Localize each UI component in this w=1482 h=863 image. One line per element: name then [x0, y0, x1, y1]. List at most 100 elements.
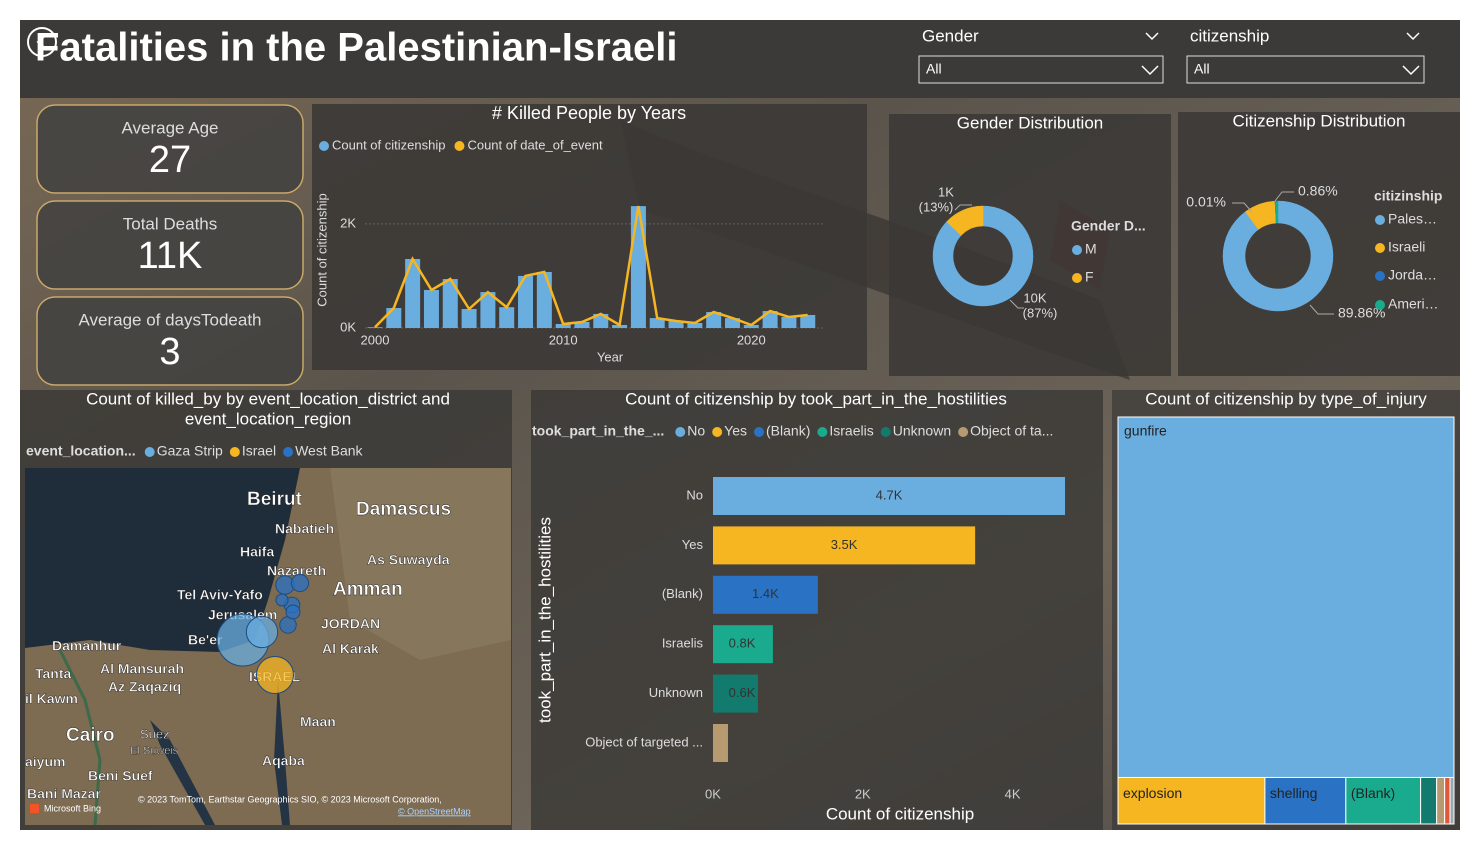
legend-marker: [1375, 215, 1385, 225]
y-axis-title: Count of citizenship: [314, 193, 329, 306]
x-tick-label: 0K: [705, 786, 721, 801]
map-place: El Suweis: [130, 745, 179, 757]
bar: [713, 477, 1066, 515]
donut-slice: [946, 205, 984, 236]
legend-marker: [1375, 243, 1385, 253]
leader-line: [1232, 202, 1253, 213]
count-label: 1K: [938, 184, 954, 199]
leader-line: [954, 204, 972, 211]
legend-marker: [817, 427, 828, 437]
bar: [713, 724, 728, 762]
back-button[interactable]: [27, 27, 57, 57]
legend-marker: [675, 427, 686, 437]
legend-label: Gaza Strip: [157, 443, 223, 459]
x-tick-label: 2020: [737, 332, 766, 347]
map-place: Beni Suef: [88, 768, 153, 784]
map-river: [58, 649, 102, 826]
map-attribution: © OpenStreetMap: [398, 806, 471, 816]
map-attribution: © 2023 TomTom, Earthstar Geographics SIO…: [138, 794, 442, 804]
filter-value: All: [1194, 61, 1210, 77]
map-place: Cairo: [66, 725, 115, 746]
legend-title: event_location...: [26, 443, 136, 459]
chevron: [1406, 32, 1420, 41]
treemap-tile: [1436, 776, 1446, 825]
bar: [518, 275, 534, 328]
map-place: Bani Mazar: [27, 786, 101, 802]
filter-label: Gender: [922, 26, 979, 45]
data-label: 0.8K: [729, 636, 756, 651]
filter-label: citizenship: [1190, 26, 1269, 45]
tile-label: shelling: [1270, 785, 1317, 801]
data-label: (87%): [1023, 305, 1058, 320]
bar: [536, 272, 552, 328]
data-label: 0.86%: [1298, 183, 1338, 199]
tile-label: (Blank): [1351, 785, 1395, 801]
legend-label: Count of citizenship: [332, 137, 445, 152]
legend-marker: [880, 427, 891, 437]
bar: [499, 307, 515, 328]
treemap-tile: [1264, 776, 1347, 825]
x-axis-title: Count of citizenship: [826, 804, 974, 823]
map-sea: [25, 468, 300, 652]
y-tick-label: Object of targeted ...: [585, 734, 703, 749]
chart-title: Citizenship Distribution: [1233, 111, 1406, 130]
x-tick-label: 2000: [361, 332, 390, 347]
page-title: Fatalities in the Palestinian-Israeli: [35, 26, 677, 70]
back-arrow: [36, 34, 47, 50]
filter-dropdown[interactable]: [918, 55, 1164, 84]
kpi-label: Average of daysTodeath: [78, 310, 261, 329]
legend-label: M: [1085, 241, 1097, 257]
count-label: 10K: [1023, 290, 1046, 305]
map-place: Damascus: [356, 499, 451, 520]
legend-label: Unknown: [893, 423, 951, 439]
treemap-tile: [1444, 776, 1451, 825]
tile-label: explosion: [1123, 785, 1182, 801]
kpi-value: 27: [149, 139, 191, 181]
line: [374, 205, 808, 329]
treemap-tile: [1449, 776, 1455, 825]
map-place: Be'er: [188, 632, 223, 648]
map-place: Amman: [333, 579, 403, 600]
filter-dropdown[interactable]: [1186, 55, 1425, 84]
bar: [630, 206, 646, 328]
legend-label: No: [687, 423, 705, 439]
chart-title: Count of citizenship by type_of_injury: [1145, 389, 1427, 408]
chevron: [1145, 32, 1159, 41]
donut-slice: [1274, 200, 1279, 224]
data-label: 0.6K: [729, 685, 756, 700]
legend-label: (Blank): [766, 423, 810, 439]
legend-label: Israel: [242, 443, 276, 459]
legend-title: citizinship: [1374, 188, 1442, 204]
bar: [423, 289, 439, 328]
map-place: As Suwayda: [367, 552, 450, 568]
filter-value: All: [926, 61, 942, 77]
bar: [713, 674, 758, 713]
legend-marker: [754, 427, 765, 437]
treemap-tile: [1420, 776, 1438, 825]
data-label: (13%): [919, 199, 954, 214]
kpi-value: 11K: [138, 235, 203, 277]
y-tick-label: 2K: [340, 215, 356, 230]
data-label: 0.01%: [1186, 194, 1226, 210]
bar: [612, 324, 628, 328]
map-bubble: [245, 615, 279, 649]
bing-logo: [30, 804, 39, 813]
legend-marker: [1375, 300, 1385, 310]
map-place: Nazareth: [267, 563, 326, 579]
legend-marker: [1072, 273, 1082, 283]
x-tick-label: 2K: [855, 786, 871, 801]
legend-marker: [1072, 245, 1082, 255]
donut-slice: [1222, 200, 1334, 312]
legend-label: Israelis: [829, 423, 873, 439]
data-label: 4.7K: [876, 487, 903, 502]
map-place: Haifa: [240, 544, 274, 560]
map-place: il Kawm: [25, 691, 78, 707]
map-region: [330, 468, 511, 660]
x-axis-title: Year: [597, 349, 624, 364]
map-sea: [150, 720, 215, 825]
kpi-card: [36, 200, 304, 290]
legend-label: Pales…: [1388, 211, 1437, 227]
legend-label: Object of ta...: [970, 423, 1053, 439]
map-title: Count of killed_by by event_location_dis…: [86, 389, 450, 408]
